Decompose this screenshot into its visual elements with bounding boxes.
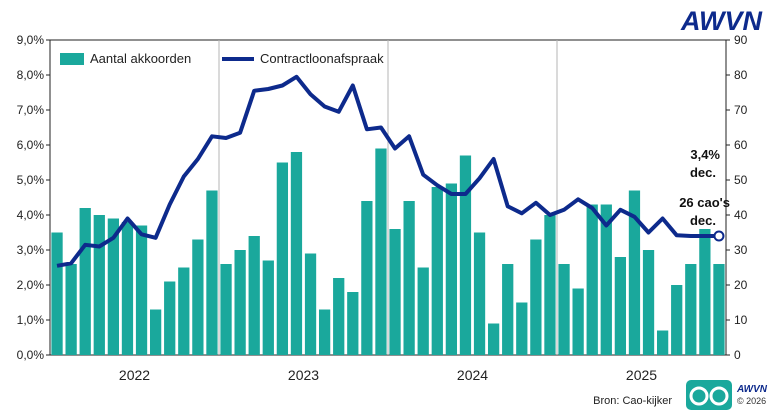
bar: [417, 267, 429, 355]
year-label: 2024: [457, 367, 488, 383]
bar: [121, 222, 134, 355]
bar: [445, 183, 458, 355]
bar: [685, 264, 697, 355]
right-tick-label: 0: [734, 348, 741, 362]
bar: [502, 264, 514, 355]
bar: [178, 267, 190, 355]
bar: [135, 225, 148, 355]
bar: [149, 309, 162, 355]
left-tick-label: 2,0%: [17, 278, 45, 292]
line-series: [56, 74, 725, 268]
left-tick-label: 9,0%: [17, 33, 45, 47]
bar: [361, 201, 373, 355]
bar: [586, 204, 598, 355]
right-tick-label: 20: [734, 278, 748, 292]
year-label: 2023: [288, 367, 319, 383]
bar: [572, 288, 584, 355]
bar: [164, 281, 176, 355]
line-path: [56, 74, 719, 268]
bars-series: [51, 148, 725, 355]
bar: [304, 253, 317, 355]
right-tick-label: 10: [734, 313, 748, 327]
bar: [333, 278, 345, 355]
bottom-logo-year: © 2026: [737, 396, 766, 406]
bar: [431, 187, 443, 355]
glasses-right-lens: [709, 386, 729, 406]
legend-bar-swatch: [60, 53, 84, 65]
awvn-top-logo: AWVN: [680, 6, 763, 36]
bar: [459, 155, 472, 355]
glasses-left-lens: [689, 386, 709, 406]
cao-kijker-logo: AWVN © 2026: [686, 380, 768, 410]
right-tick-label: 80: [734, 68, 748, 82]
left-tick-label: 7,0%: [17, 103, 45, 117]
legend-bar-label: Aantal akkoorden: [90, 51, 191, 66]
annotations: 3,4% dec. 26 cao's dec.: [679, 147, 730, 228]
annotation-pct-value: 3,4%: [690, 147, 720, 162]
bar: [403, 201, 415, 355]
annotation-pct-sub: dec.: [690, 165, 716, 180]
bar: [51, 232, 63, 355]
bar: [276, 162, 289, 355]
left-tick-label: 3,0%: [17, 243, 45, 257]
bar: [487, 323, 500, 355]
bar: [516, 302, 528, 355]
left-tick-label: 5,0%: [17, 173, 45, 187]
annotation-count-value: 26 cao's: [679, 195, 730, 210]
bar: [642, 250, 655, 355]
left-tick-label: 6,0%: [17, 138, 45, 152]
legend: Aantal akkoorden Contractloonafspraak: [60, 51, 384, 66]
bar: [79, 208, 91, 355]
axes: 0,0% 1,0% 2,0% 3,0% 4,0% 5,0% 6,0% 7,0% 8,0% 9,0%…: [17, 33, 748, 383]
right-tick-label: 30: [734, 243, 748, 257]
bar: [628, 190, 641, 355]
year-label: 2025: [626, 367, 657, 383]
right-tick-label: 90: [734, 33, 748, 47]
bar: [389, 229, 401, 355]
bar: [93, 215, 105, 355]
bar: [192, 239, 204, 355]
year-label: 2022: [119, 367, 150, 383]
bar: [220, 264, 232, 355]
bar: [530, 239, 542, 355]
bar: [671, 285, 683, 355]
left-tick-label: 8,0%: [17, 68, 45, 82]
bar: [614, 257, 627, 355]
bar: [713, 264, 725, 355]
bar: [347, 292, 359, 355]
bar: [656, 330, 669, 355]
source-label: Bron: Cao-kijker: [593, 395, 672, 407]
bar: [600, 204, 612, 355]
left-tick-label: 4,0%: [17, 208, 45, 222]
plot-area: [49, 39, 727, 356]
bar: [290, 152, 303, 355]
bar: [558, 264, 570, 355]
bar: [699, 229, 711, 355]
bar: [65, 264, 77, 355]
bar: [248, 236, 260, 355]
right-tick-label: 70: [734, 103, 748, 117]
bar: [544, 215, 556, 355]
line-end-marker: [713, 230, 725, 242]
bar: [473, 232, 486, 355]
bar: [262, 260, 274, 355]
left-tick-label: 1,0%: [17, 313, 45, 327]
annotation-count-sub: dec.: [690, 213, 716, 228]
bottom-logo-text: AWVN: [736, 384, 768, 395]
bar: [107, 218, 120, 355]
right-tick-label: 50: [734, 173, 748, 187]
bar: [206, 190, 218, 355]
cao-kijker-glasses-icon: [686, 380, 732, 410]
bar: [375, 148, 387, 355]
right-tick-label: 60: [734, 138, 748, 152]
bar: [234, 250, 246, 355]
right-tick-label: 40: [734, 208, 748, 222]
awvn-top-logo-text: AWVN: [680, 6, 763, 36]
bar: [318, 309, 331, 355]
legend-line-label: Contractloonafspraak: [260, 51, 384, 66]
left-tick-label: 0,0%: [17, 348, 45, 362]
